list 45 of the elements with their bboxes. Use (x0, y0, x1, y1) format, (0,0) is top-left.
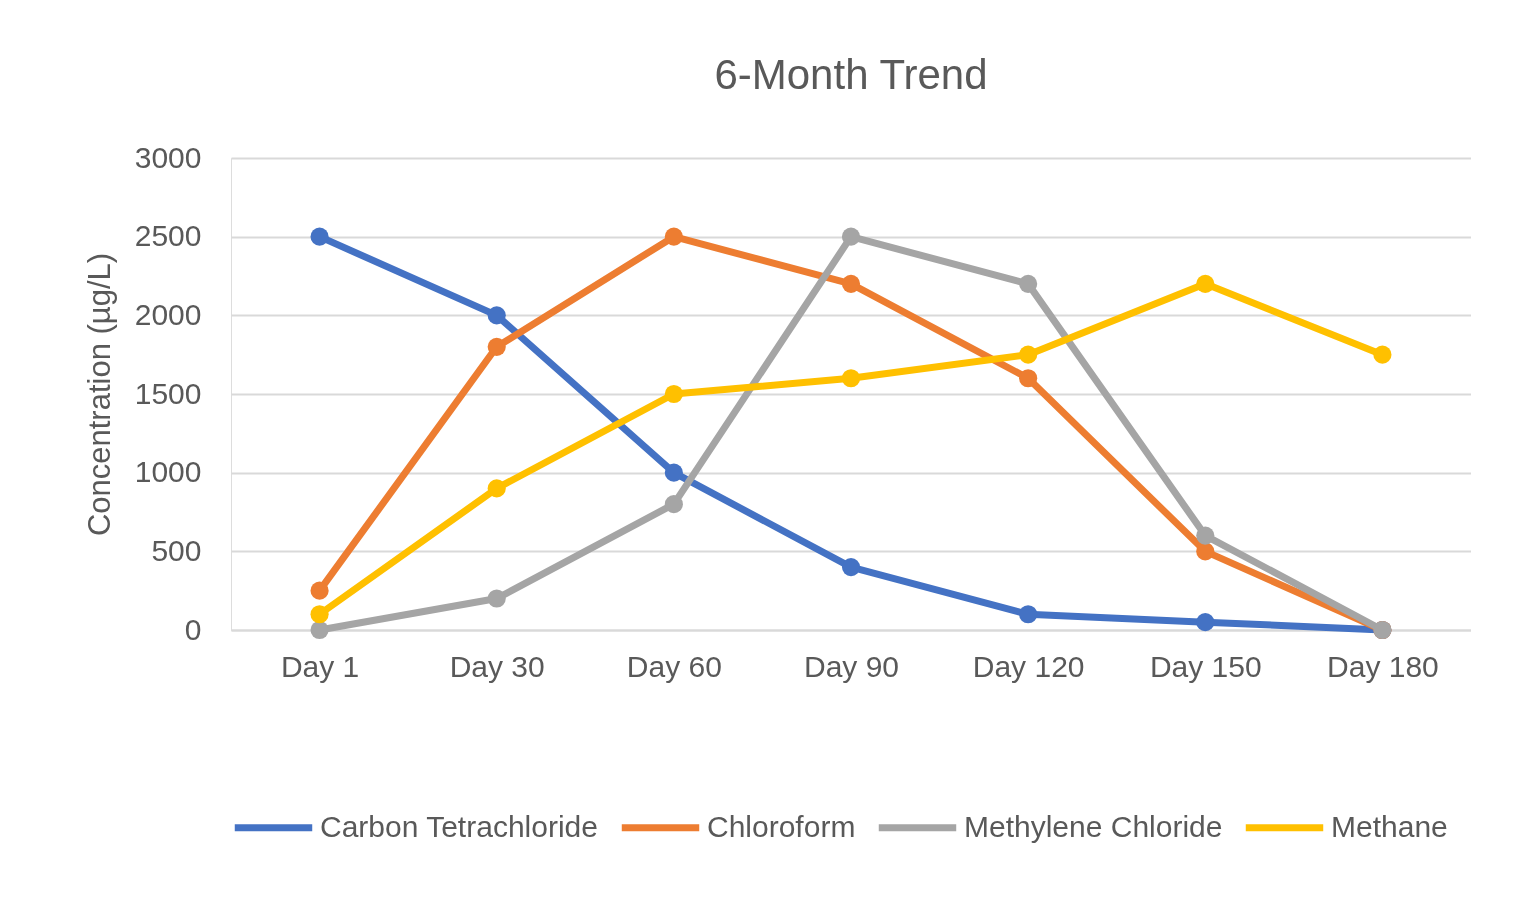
legend-label: Carbon Tetrachloride (320, 809, 598, 843)
point (1019, 369, 1038, 388)
point (841, 558, 861, 577)
point (664, 463, 683, 482)
point (487, 306, 506, 325)
point (1196, 542, 1215, 561)
point (1196, 274, 1215, 293)
y-tick-label: 0 (184, 612, 202, 646)
point (1373, 345, 1392, 364)
y-axis-title: Concentration (µg/L) (81, 252, 117, 537)
y-tick-label: 500 (151, 533, 202, 567)
x-tick-label: Day 1 (280, 649, 360, 683)
point (841, 274, 861, 293)
point (841, 369, 861, 388)
point (310, 581, 329, 600)
point (664, 495, 683, 514)
point (664, 227, 683, 246)
point (487, 337, 506, 356)
x-tick-label: Day 30 (449, 649, 545, 683)
x-tick-label: Day 150 (1149, 649, 1262, 683)
point (310, 620, 329, 640)
y-tick-label: 2000 (134, 297, 202, 331)
point (841, 227, 861, 246)
legend-label: Methane (1331, 809, 1448, 843)
x-tick-label: Day 60 (626, 649, 722, 683)
x-tick-label: Day 180 (1327, 649, 1439, 683)
y-tick-label: 2500 (134, 219, 202, 253)
y-tick-label: 1500 (134, 376, 202, 410)
chart-title: 6-Month Trend (714, 51, 988, 98)
point (487, 479, 506, 498)
y-tick-label: 3000 (134, 140, 202, 174)
legend-label: Methylene Chloride (964, 809, 1223, 843)
x-tick-label: Day 120 (972, 649, 1085, 683)
point (310, 227, 329, 246)
point (1196, 613, 1215, 632)
point (1019, 345, 1038, 364)
point (1196, 526, 1215, 545)
y-tick-label: 1000 (134, 455, 202, 489)
legend-label: Chloroform (707, 809, 856, 843)
x-tick-label: Day 90 (803, 649, 900, 683)
point (664, 384, 683, 404)
point (1019, 605, 1038, 624)
point (1019, 274, 1038, 293)
point (487, 589, 506, 608)
point (310, 605, 329, 624)
